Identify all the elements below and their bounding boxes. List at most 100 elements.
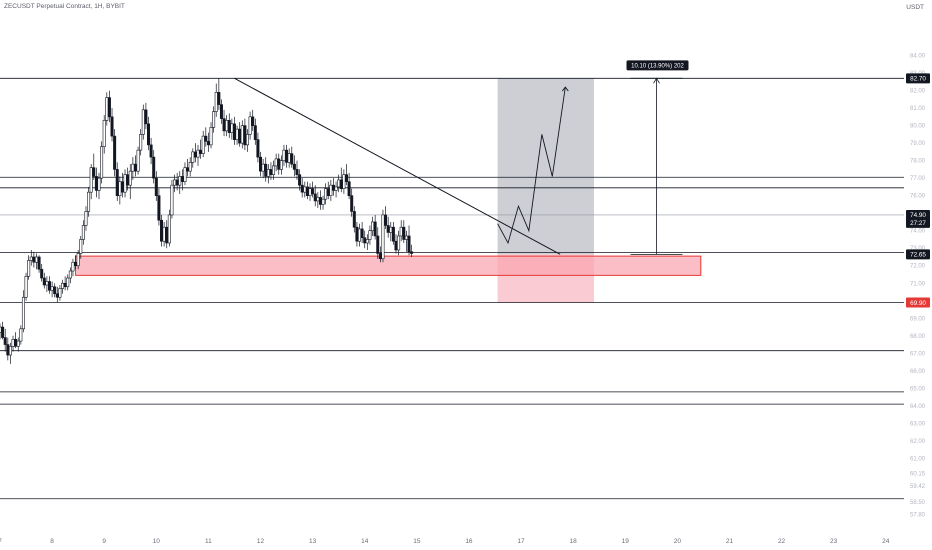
- symbol-title: ZECUSDT Perpetual Contract, 1H, BYBIT: [4, 3, 125, 10]
- y-tick-label: 79.00: [910, 141, 926, 147]
- candle-body: [105, 97, 109, 121]
- candle-body: [368, 230, 372, 240]
- y-tick-label: 62.00: [910, 439, 926, 445]
- candle-body: [206, 141, 210, 146]
- y-tick-label: 65.00: [910, 386, 926, 392]
- price-label: 72.65: [910, 252, 926, 259]
- candle-body: [193, 151, 197, 158]
- y-tick-label: 78.00: [910, 159, 926, 165]
- candle-body: [253, 125, 257, 140]
- candle-body: [397, 235, 401, 251]
- x-tick-label: 20: [674, 538, 682, 545]
- candle-body: [146, 123, 150, 146]
- y-tick-label: 59.42: [910, 484, 926, 490]
- candle-body: [157, 195, 161, 221]
- candle-body: [326, 188, 330, 196]
- candle-body: [264, 163, 268, 177]
- candle-body: [318, 197, 322, 205]
- candle-body: [123, 174, 127, 193]
- candle-body: [279, 160, 283, 170]
- candle-body: [269, 169, 273, 175]
- candle-body: [14, 339, 18, 347]
- candle-body: [3, 337, 7, 345]
- candle-body: [285, 149, 289, 163]
- candle-body: [282, 149, 286, 161]
- candle-body: [19, 328, 23, 342]
- candle-body: [334, 186, 338, 191]
- x-tick-label: 16: [465, 538, 473, 545]
- measure-label-box: [626, 60, 689, 71]
- candle-body: [100, 146, 104, 179]
- candle-body: [391, 226, 395, 242]
- candle-body: [183, 167, 187, 182]
- y-tick-label: 67.00: [910, 351, 926, 357]
- candle-body: [201, 135, 205, 154]
- candle-body: [102, 120, 106, 147]
- candle-body: [240, 125, 244, 144]
- candle-body: [165, 226, 169, 244]
- candle-body: [45, 281, 49, 286]
- x-tick-label: 19: [622, 538, 630, 545]
- measure-arrowhead: [653, 77, 660, 84]
- y-tick-label: 77.00: [910, 176, 926, 182]
- candle-body: [8, 346, 12, 356]
- y-tick-label: 73.00: [910, 246, 926, 252]
- y-tick-label: 60.15: [910, 471, 926, 477]
- candle-body: [222, 118, 226, 132]
- candle-body: [355, 226, 359, 242]
- candle-body: [352, 211, 356, 228]
- y-tick-label: 82.00: [910, 89, 926, 95]
- price-label: 69.90: [910, 300, 926, 307]
- candle-body: [37, 256, 41, 270]
- x-tick-label: 14: [361, 538, 369, 545]
- candle-body: [378, 253, 382, 260]
- candle-body: [113, 135, 117, 170]
- measure-label: 10.10 (13.90%) 202: [631, 63, 684, 69]
- candle-body: [214, 92, 218, 112]
- candle-body: [71, 261, 75, 272]
- candle-body: [126, 174, 130, 186]
- price-label-box: [906, 297, 930, 308]
- candle-body: [303, 186, 307, 193]
- candle-body: [29, 256, 33, 261]
- candle-body: [305, 186, 309, 196]
- candle-body: [212, 111, 216, 128]
- candle-body: [107, 97, 111, 118]
- candle-body: [50, 286, 54, 291]
- candle-body: [389, 226, 393, 233]
- price-label-box: [906, 217, 930, 228]
- candle-body: [235, 128, 239, 140]
- currency-label: USDT: [906, 4, 924, 11]
- candle-body: [342, 174, 346, 189]
- candle-body: [324, 188, 328, 200]
- candle-body: [115, 169, 119, 196]
- trendline: [234, 77, 561, 255]
- y-tick-label: 71.00: [910, 281, 926, 287]
- candle-body: [371, 221, 375, 232]
- candle-body: [251, 116, 255, 126]
- candle-body: [6, 344, 10, 356]
- price-label-box: [906, 209, 930, 220]
- candle-body: [76, 253, 80, 267]
- candle-body: [149, 144, 153, 158]
- x-tick-label: 13: [309, 538, 317, 545]
- candle-body: [0, 326, 2, 333]
- candle-body: [272, 165, 276, 175]
- y-tick-label: 72.00: [910, 264, 926, 270]
- y-tick-label: 81.00: [910, 106, 926, 112]
- candle-body: [42, 277, 46, 286]
- candle-body: [402, 226, 406, 240]
- candle-body: [131, 163, 135, 172]
- candle-body: [47, 281, 51, 291]
- candle-body: [170, 184, 174, 216]
- x-tick-label: 18: [570, 538, 578, 545]
- candle-body: [55, 293, 59, 298]
- candle-body: [358, 228, 362, 242]
- candle-body: [204, 135, 208, 142]
- candle-body: [292, 163, 296, 170]
- y-tick-label: 76.00: [910, 194, 926, 200]
- candle-body: [313, 193, 317, 202]
- candle-body: [167, 214, 171, 244]
- candle-body: [365, 239, 369, 244]
